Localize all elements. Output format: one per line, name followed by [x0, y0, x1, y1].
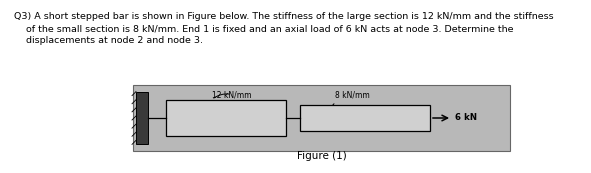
Bar	[300, 106, 430, 131]
Text: Figure (1): Figure (1)	[297, 151, 346, 161]
Text: 6 kN: 6 kN	[455, 113, 477, 122]
Bar	[133, 85, 510, 151]
Text: of the small section is 8 kN/mm. End 1 is fixed and an axial load of 6 kN acts a: of the small section is 8 kN/mm. End 1 i…	[14, 24, 514, 33]
Text: 8 kN/mm: 8 kN/mm	[333, 90, 369, 106]
Text: 12 kN/mm: 12 kN/mm	[212, 90, 252, 99]
Bar	[166, 100, 286, 136]
Text: displacements at node 2 and node 3.: displacements at node 2 and node 3.	[14, 36, 203, 45]
Text: Q3) A short stepped bar is shown in Figure below. The stiffness of the large sec: Q3) A short stepped bar is shown in Figu…	[14, 12, 554, 21]
Bar	[136, 92, 148, 144]
